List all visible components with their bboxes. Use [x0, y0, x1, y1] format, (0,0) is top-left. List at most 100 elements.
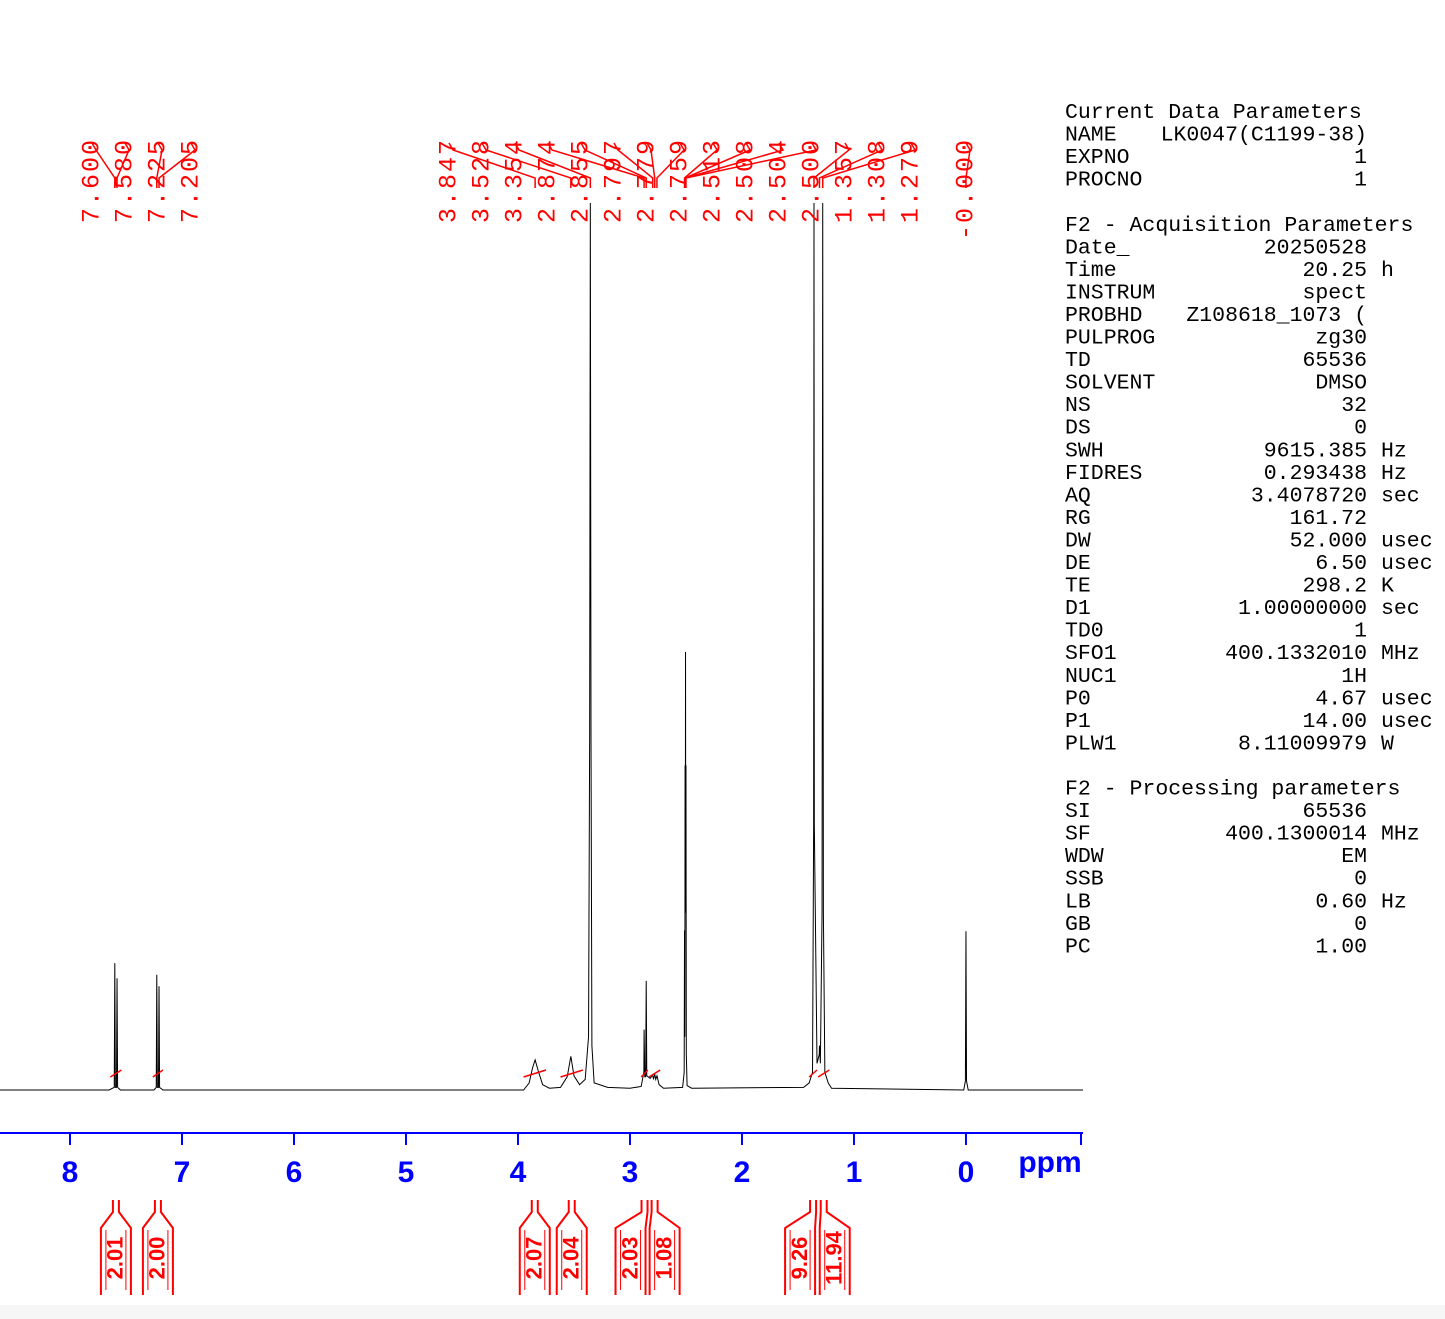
- integral-curve: [808, 1069, 818, 1078]
- x-tick-label: 0: [958, 1156, 975, 1189]
- peak-connector: [156, 142, 163, 188]
- param-name: RG: [1065, 507, 1091, 531]
- param-name: PLW1: [1065, 732, 1117, 756]
- param-name: INSTRUM: [1065, 281, 1155, 305]
- param-name: NS: [1065, 394, 1091, 418]
- peak-label: 2.874: [534, 138, 563, 223]
- peak-connector: [448, 142, 536, 188]
- peak-connector: [821, 142, 917, 188]
- param-name: Date_: [1065, 236, 1130, 260]
- param-value: 6.50: [1315, 552, 1367, 576]
- param-value: 52.000: [1290, 529, 1367, 553]
- param-name: SI: [1065, 800, 1091, 824]
- peak-label: 3.528: [468, 138, 497, 223]
- spectrum-line: [0, 202, 1083, 1091]
- param-value: 65536: [1302, 800, 1367, 824]
- integral-bracket: [555, 1200, 588, 1295]
- integral-curve: [817, 1069, 830, 1078]
- integral-curve: [560, 1069, 584, 1078]
- integral-curve: [523, 1069, 547, 1078]
- integral-bracket: [784, 1200, 818, 1295]
- param-name: WDW: [1065, 845, 1104, 869]
- param-value: 1: [1354, 620, 1367, 644]
- param-unit: MHz: [1381, 823, 1420, 847]
- param-value: 65536: [1302, 349, 1367, 373]
- param-value: 3.4078720: [1251, 484, 1367, 508]
- param-value: 20.25: [1302, 259, 1367, 283]
- param-name: TE: [1065, 575, 1091, 599]
- param-name: PROCNO: [1065, 169, 1142, 193]
- param-unit: Hz: [1381, 439, 1407, 463]
- x-tick-label: 8: [62, 1156, 79, 1189]
- integral-label: 9.26: [787, 1237, 812, 1280]
- param-unit: W: [1381, 732, 1394, 756]
- peak-connector: [613, 142, 654, 188]
- param-unit: usec: [1381, 529, 1433, 553]
- param-value: 32: [1341, 394, 1367, 418]
- peak-label: 7.600: [78, 138, 107, 223]
- integral-curve: [109, 1069, 122, 1078]
- integral-bracket: [818, 1200, 851, 1295]
- x-tick-label: 4: [510, 1156, 527, 1189]
- param-value: 8.11009979: [1238, 732, 1367, 756]
- peak-label: 2.759: [666, 138, 695, 223]
- peak-label: 7.205: [177, 138, 206, 223]
- param-value: 400.1300014: [1225, 823, 1367, 847]
- param-unit: sec: [1381, 484, 1420, 508]
- peak-label: 1.279: [897, 138, 926, 223]
- param-unit: h: [1381, 259, 1394, 283]
- peak-label: 7.225: [144, 138, 173, 223]
- param-name: DS: [1065, 417, 1091, 441]
- integral-label: 11.94: [822, 1230, 847, 1285]
- integral-label: 2.01: [103, 1237, 128, 1280]
- peak-connector: [481, 142, 572, 188]
- x-tick-label: 3: [622, 1156, 639, 1189]
- param-value: 0: [1354, 417, 1367, 441]
- peak-connector: [818, 142, 884, 188]
- param-name: NAME: [1065, 124, 1117, 148]
- peak-label: 3.847: [435, 138, 464, 223]
- bottom-strip: [0, 1305, 1445, 1319]
- param-value: 9615.385: [1264, 439, 1367, 463]
- integral-label: 2.03: [617, 1237, 642, 1280]
- param-name: SF: [1065, 823, 1091, 847]
- param-name: P1: [1065, 710, 1091, 734]
- param-value: 1: [1354, 169, 1367, 193]
- integral-label: 2.00: [145, 1237, 170, 1280]
- param-name: P0: [1065, 687, 1091, 711]
- param-value: 4.67: [1315, 687, 1367, 711]
- param-name: SWH: [1065, 439, 1104, 463]
- x-tick-label: 2: [734, 1156, 751, 1189]
- param-value: 1.00000000: [1238, 597, 1367, 621]
- integral-bracket: [518, 1200, 551, 1295]
- param-name: AQ: [1065, 484, 1091, 508]
- param-title: F2 - Acquisition Parameters: [1065, 214, 1413, 238]
- param-value: 1H: [1341, 665, 1367, 689]
- param-name: D1: [1065, 597, 1091, 621]
- param-unit: usec: [1381, 710, 1433, 734]
- param-name: PULPROG: [1065, 327, 1155, 351]
- peak-connector: [514, 142, 592, 188]
- peak-connector: [116, 142, 130, 188]
- param-value: spect: [1302, 281, 1367, 305]
- x-axis-label: ppm: [1018, 1146, 1081, 1179]
- peak-connector: [547, 142, 645, 188]
- integral-label: 2.04: [559, 1236, 584, 1280]
- param-name: PC: [1065, 935, 1091, 959]
- x-tick-label: 5: [398, 1156, 415, 1189]
- param-name: FIDRES: [1065, 462, 1142, 486]
- param-value: 0: [1354, 913, 1367, 937]
- peak-label: 2.508: [732, 138, 761, 223]
- param-name: DW: [1065, 529, 1091, 553]
- integral-curve: [640, 1069, 649, 1078]
- peak-connector: [656, 142, 685, 188]
- peak-connector: [158, 142, 196, 188]
- integral-curve: [152, 1069, 164, 1078]
- param-unit: K: [1381, 575, 1394, 599]
- peak-label: 1.357: [831, 138, 860, 223]
- peak-connector: [685, 142, 818, 188]
- param-value: 161.72: [1290, 507, 1367, 531]
- param-unit: usec: [1381, 552, 1433, 576]
- param-name: SFO1: [1065, 642, 1117, 666]
